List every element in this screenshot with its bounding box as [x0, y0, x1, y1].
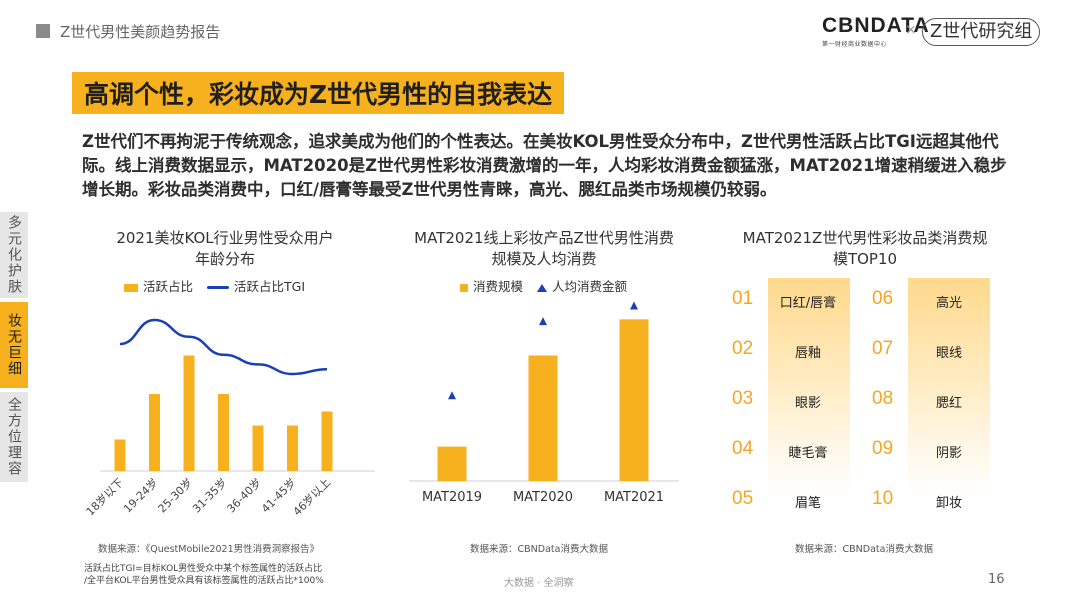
- chart2-legend: 消费规模 人均消费金额: [460, 276, 627, 295]
- bar-active-share: [218, 394, 229, 471]
- legend-label: 消费规模: [473, 279, 524, 294]
- brand-name: CBNDATA: [822, 14, 930, 37]
- chart2-plot: MAT2019 MAT2020 MAT2021: [409, 301, 679, 505]
- x-tick-label: 19-24岁: [120, 475, 160, 515]
- legend-swatch-marker: [537, 283, 548, 292]
- legend-item-active-share: 活跃占比: [124, 276, 193, 295]
- side-tab-label: 全方位理容: [6, 397, 22, 477]
- legend-item-per-capita: 人均消费金额: [537, 276, 627, 295]
- x-tick-label: 25-30岁: [155, 475, 195, 515]
- footnote-line: 活跃占比TGI=目标KOL男性受众中某个标签属性的活跃占比: [84, 564, 323, 574]
- x-tick-label: MAT2020: [513, 490, 573, 505]
- legend-swatch-bar: [124, 283, 138, 292]
- category-label: 眼线: [935, 346, 962, 361]
- bar-consumption-scale: [437, 446, 467, 481]
- rank-number: 01: [732, 288, 754, 309]
- bar-active-share: [321, 411, 333, 471]
- rank-number: 04: [732, 438, 754, 459]
- x-tick-label: 31-35岁: [189, 475, 229, 515]
- partner-logo: Z世代研究组: [922, 18, 1041, 46]
- footer-slogan: 大数据 · 全洞察: [504, 578, 574, 589]
- chart3-title: MAT2021Z世代男性彩妆品类消费规模TOP10: [742, 229, 988, 268]
- bar-active-share: [149, 394, 160, 471]
- cbndata-logo: CBNDATA 第一财经商业数据中心: [822, 14, 930, 48]
- x-tick-label: MAT2019: [422, 490, 482, 505]
- marker-per-capita: [448, 391, 456, 400]
- bar-active-share: [183, 355, 195, 471]
- x-tick-label: 18岁以下: [83, 475, 126, 518]
- side-tab-label: 妆无巨细: [6, 313, 22, 377]
- footnote-line: /全平台KOL平台男性受众具有该标签属性的活跃占比*100%: [84, 576, 324, 586]
- rank-number: 09: [872, 438, 894, 459]
- chart2-title: MAT2021线上彩妆产品Z世代男性消费规模及人均消费: [414, 229, 674, 268]
- legend-swatch-bar: [460, 283, 468, 292]
- category-label: 卸妆: [935, 496, 962, 511]
- marker-per-capita: [630, 301, 638, 310]
- legend-swatch-line: [207, 286, 230, 289]
- legend-item-tgi: 活跃占比TGI: [207, 276, 305, 295]
- summary-paragraph: Z世代们不再拘泥于传统观念，追求美成为他们的个性表达。在美妆KOL男性受众分布中…: [82, 132, 1007, 199]
- rank-number: 03: [732, 388, 754, 409]
- marker-per-capita: [539, 317, 547, 326]
- headline-banner: 高调个性，彩妆成为Z世代男性的自我表达: [72, 72, 565, 114]
- category-label: 唇釉: [794, 346, 821, 361]
- side-tab-makeup[interactable]: 妆无巨细: [0, 302, 28, 388]
- chart1-title: 2021美妆KOL行业男性受众用户年龄分布: [116, 229, 334, 268]
- legend-label: 活跃占比: [143, 279, 194, 294]
- headline-text: 高调个性，彩妆成为Z世代男性的自我表达: [84, 80, 553, 109]
- brand-subtitle: 第一财经商业数据中心: [822, 41, 888, 48]
- top10-column-bg: [908, 278, 990, 523]
- legend-label: 人均消费金额: [552, 279, 628, 294]
- x-tick-label: 36-40岁: [224, 475, 264, 515]
- x-tick-label: MAT2021: [604, 490, 664, 505]
- brand-separator: ×: [905, 22, 917, 38]
- top10-column-bg: [768, 278, 850, 523]
- side-tab-skincare[interactable]: 多元化护肤: [0, 212, 28, 298]
- bar-consumption-scale: [528, 355, 558, 481]
- rank-number: 06: [872, 288, 894, 309]
- rank-number: 08: [872, 388, 894, 409]
- chart3-source: 数据来源：CBNData消费大数据: [795, 544, 933, 555]
- header-marker: [36, 24, 50, 38]
- legend-label: 活跃占比TGI: [234, 279, 306, 294]
- side-tab-label: 多元化护肤: [6, 215, 22, 295]
- rank-number: 05: [732, 488, 754, 509]
- rank-number: 07: [872, 338, 894, 359]
- category-label: 阴影: [935, 446, 962, 461]
- side-tab-grooming[interactable]: 全方位理容: [0, 392, 28, 482]
- rank-number: 02: [732, 338, 754, 359]
- category-label: 睫毛膏: [788, 446, 828, 461]
- bar-consumption-scale: [619, 319, 649, 481]
- category-label: 腮红: [935, 396, 962, 411]
- legend-item-scale: 消费规模: [460, 276, 523, 295]
- top10-table: 01 口红/唇膏 02 唇釉 03 眼影 04 睫毛膏 05 眉笔 06 高光 07 眼线 08 腮红 09 阴影…: [720, 278, 1010, 528]
- category-label: 眼影: [794, 396, 821, 411]
- report-title: Z世代男性美颜趋势报告: [60, 23, 221, 41]
- chart2-source: 数据来源：CBNData消费大数据: [470, 544, 608, 555]
- category-label: 眉笔: [794, 496, 821, 511]
- footnote: 活跃占比TGI=目标KOL男性受众中某个标签属性的活跃占比 /全平台KOL平台男…: [84, 563, 324, 587]
- chart1-legend: 活跃占比 活跃占比TGI: [124, 276, 305, 295]
- x-tick-label: 46岁以上: [290, 475, 333, 518]
- bar-active-share: [252, 425, 264, 471]
- page-number: 16: [988, 572, 1005, 587]
- category-label: 高光: [935, 296, 962, 311]
- bar-active-share: [287, 425, 298, 471]
- category-label: 口红/唇膏: [779, 296, 837, 311]
- bar-active-share: [114, 439, 126, 471]
- chart1-source: 数据来源：《QuestMobile2021男性消费洞察报告》: [98, 544, 320, 555]
- rank-number: 10: [872, 488, 894, 509]
- tgi-line: [119, 318, 328, 376]
